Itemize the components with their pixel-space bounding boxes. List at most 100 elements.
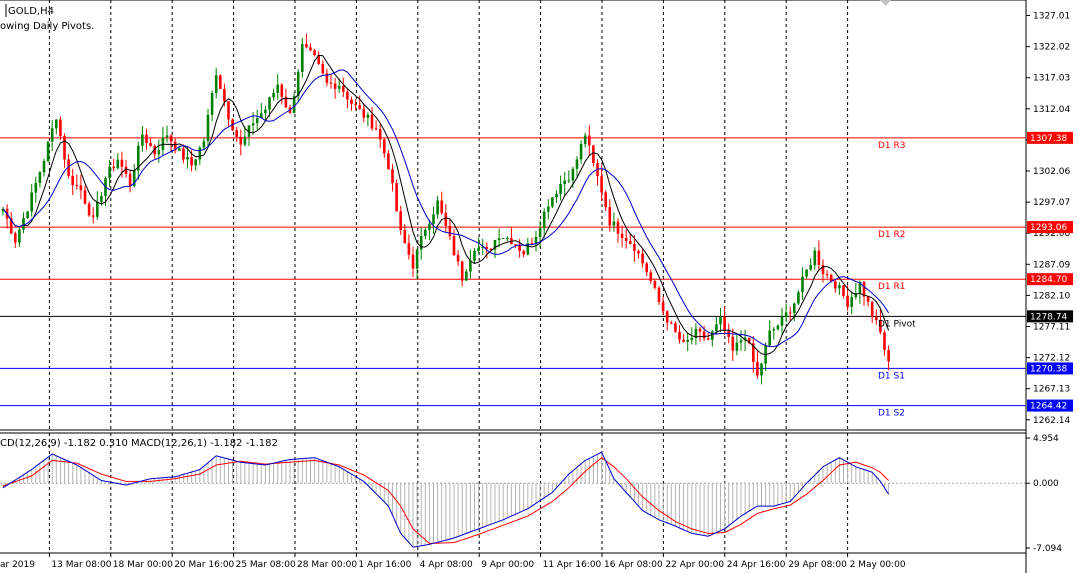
- bull-candle: [296, 71, 300, 97]
- bull-candle: [538, 228, 542, 238]
- bear-candle: [63, 136, 66, 160]
- bear-candle: [333, 83, 337, 89]
- time-tick-label: 16 Apr 08:00: [604, 560, 663, 570]
- time-tick-label: 9 Apr 00:00: [481, 560, 534, 570]
- pivot-levels: [0, 137, 1026, 407]
- bear-candle: [661, 301, 665, 312]
- bull-candle: [301, 44, 304, 72]
- bull-candle: [760, 363, 763, 376]
- moving-averages: [2, 54, 890, 356]
- bull-candle: [469, 260, 472, 272]
- bear-candle: [522, 250, 525, 255]
- time-tick-label: 2 May 00:00: [850, 560, 906, 570]
- bull-candle: [18, 229, 21, 243]
- bear-candle: [235, 130, 238, 137]
- bear-candle: [358, 105, 361, 109]
- bear-candle: [665, 311, 669, 323]
- bear-candle: [604, 192, 607, 208]
- bear-candle: [59, 119, 62, 137]
- ma-fast-line: [2, 54, 890, 356]
- bear-candle: [182, 148, 185, 160]
- bull-candle: [711, 331, 714, 340]
- bear-candle: [79, 185, 83, 191]
- bull-candle: [526, 243, 530, 255]
- macd-signal-line: [2, 457, 889, 545]
- indicator-header: owing Daily Pivots.: [0, 21, 94, 32]
- bear-candle: [317, 54, 320, 64]
- bull-candle: [38, 172, 42, 183]
- bear-candle: [678, 331, 681, 340]
- time-tick-label: ar 2019: [0, 560, 35, 570]
- bear-candle: [411, 254, 415, 269]
- bear-candle: [444, 213, 448, 226]
- time-tick-label: 18 Mar 00:00: [113, 560, 173, 570]
- bear-candle: [223, 88, 226, 102]
- bull-candle: [22, 218, 25, 230]
- bear-candle: [600, 176, 603, 193]
- bull-candle: [715, 324, 718, 332]
- bull-candle: [801, 276, 804, 293]
- bear-candle: [313, 50, 316, 55]
- candles: [1, 33, 890, 385]
- bull-candle: [579, 144, 583, 160]
- pivot-level-label: D1 Pivot: [878, 319, 916, 329]
- bull-candle: [735, 342, 739, 351]
- bear-candle: [403, 229, 407, 244]
- bull-candle: [506, 237, 509, 239]
- bull-candle: [55, 119, 58, 129]
- bull-candle: [1, 208, 5, 212]
- bull-candle: [571, 168, 575, 181]
- bear-candle: [120, 159, 124, 167]
- bear-candle: [227, 101, 230, 120]
- price-level-box-label: 1264.42: [1030, 402, 1067, 412]
- bull-candle: [42, 161, 46, 173]
- bear-candle: [817, 250, 821, 266]
- bear-candle: [350, 99, 353, 104]
- bear-candle: [71, 175, 74, 186]
- scroll-shift-icon[interactable]: [880, 0, 891, 6]
- bull-candle: [776, 325, 780, 330]
- bear-candle: [128, 173, 132, 187]
- time-tick-label: 29 Apr 08:00: [788, 560, 847, 570]
- bear-candle: [239, 136, 243, 145]
- bear-candle: [9, 218, 13, 234]
- bull-candle: [768, 330, 771, 346]
- macd-tick-label: 0.000: [1033, 479, 1059, 489]
- bear-candle: [887, 350, 890, 362]
- price-tick-label: 1302.06: [1033, 167, 1070, 177]
- price-level-box: [1027, 273, 1073, 286]
- macd-main-line: [2, 451, 890, 548]
- bull-candle: [243, 136, 247, 145]
- bear-candle: [645, 263, 648, 273]
- price-tick-label: 1267.13: [1033, 385, 1070, 395]
- bear-candle: [383, 139, 386, 154]
- bull-candle: [465, 271, 468, 281]
- time-tick-label: 4 Apr 08:00: [420, 560, 473, 570]
- bull-candle: [575, 159, 579, 169]
- bear-candle: [879, 319, 882, 333]
- bull-candle: [432, 214, 435, 224]
- bull-candle: [415, 249, 419, 269]
- bull-candle: [366, 114, 370, 118]
- bull-candle: [251, 123, 255, 126]
- level-labels: D1 R3 D1 R2 D1 R1 D1 Pivot D1 S1 D1 S2: [878, 141, 916, 419]
- bull-candle: [534, 237, 538, 244]
- bear-candle: [169, 135, 173, 142]
- bull-candle: [264, 109, 267, 114]
- bear-candle: [354, 103, 357, 106]
- bear-candle: [842, 285, 845, 296]
- pivot-level-label: D1 R3: [878, 141, 906, 151]
- bear-candle: [825, 274, 829, 276]
- bear-candle: [608, 207, 612, 226]
- bear-candle: [280, 84, 284, 97]
- bull-candle: [497, 238, 501, 240]
- bear-candle: [149, 142, 152, 146]
- bear-candle: [637, 250, 640, 254]
- bull-candle: [100, 195, 103, 203]
- bull-candle: [276, 84, 279, 93]
- bear-candle: [875, 316, 878, 320]
- bear-candle: [83, 190, 87, 204]
- bull-candle: [694, 328, 698, 338]
